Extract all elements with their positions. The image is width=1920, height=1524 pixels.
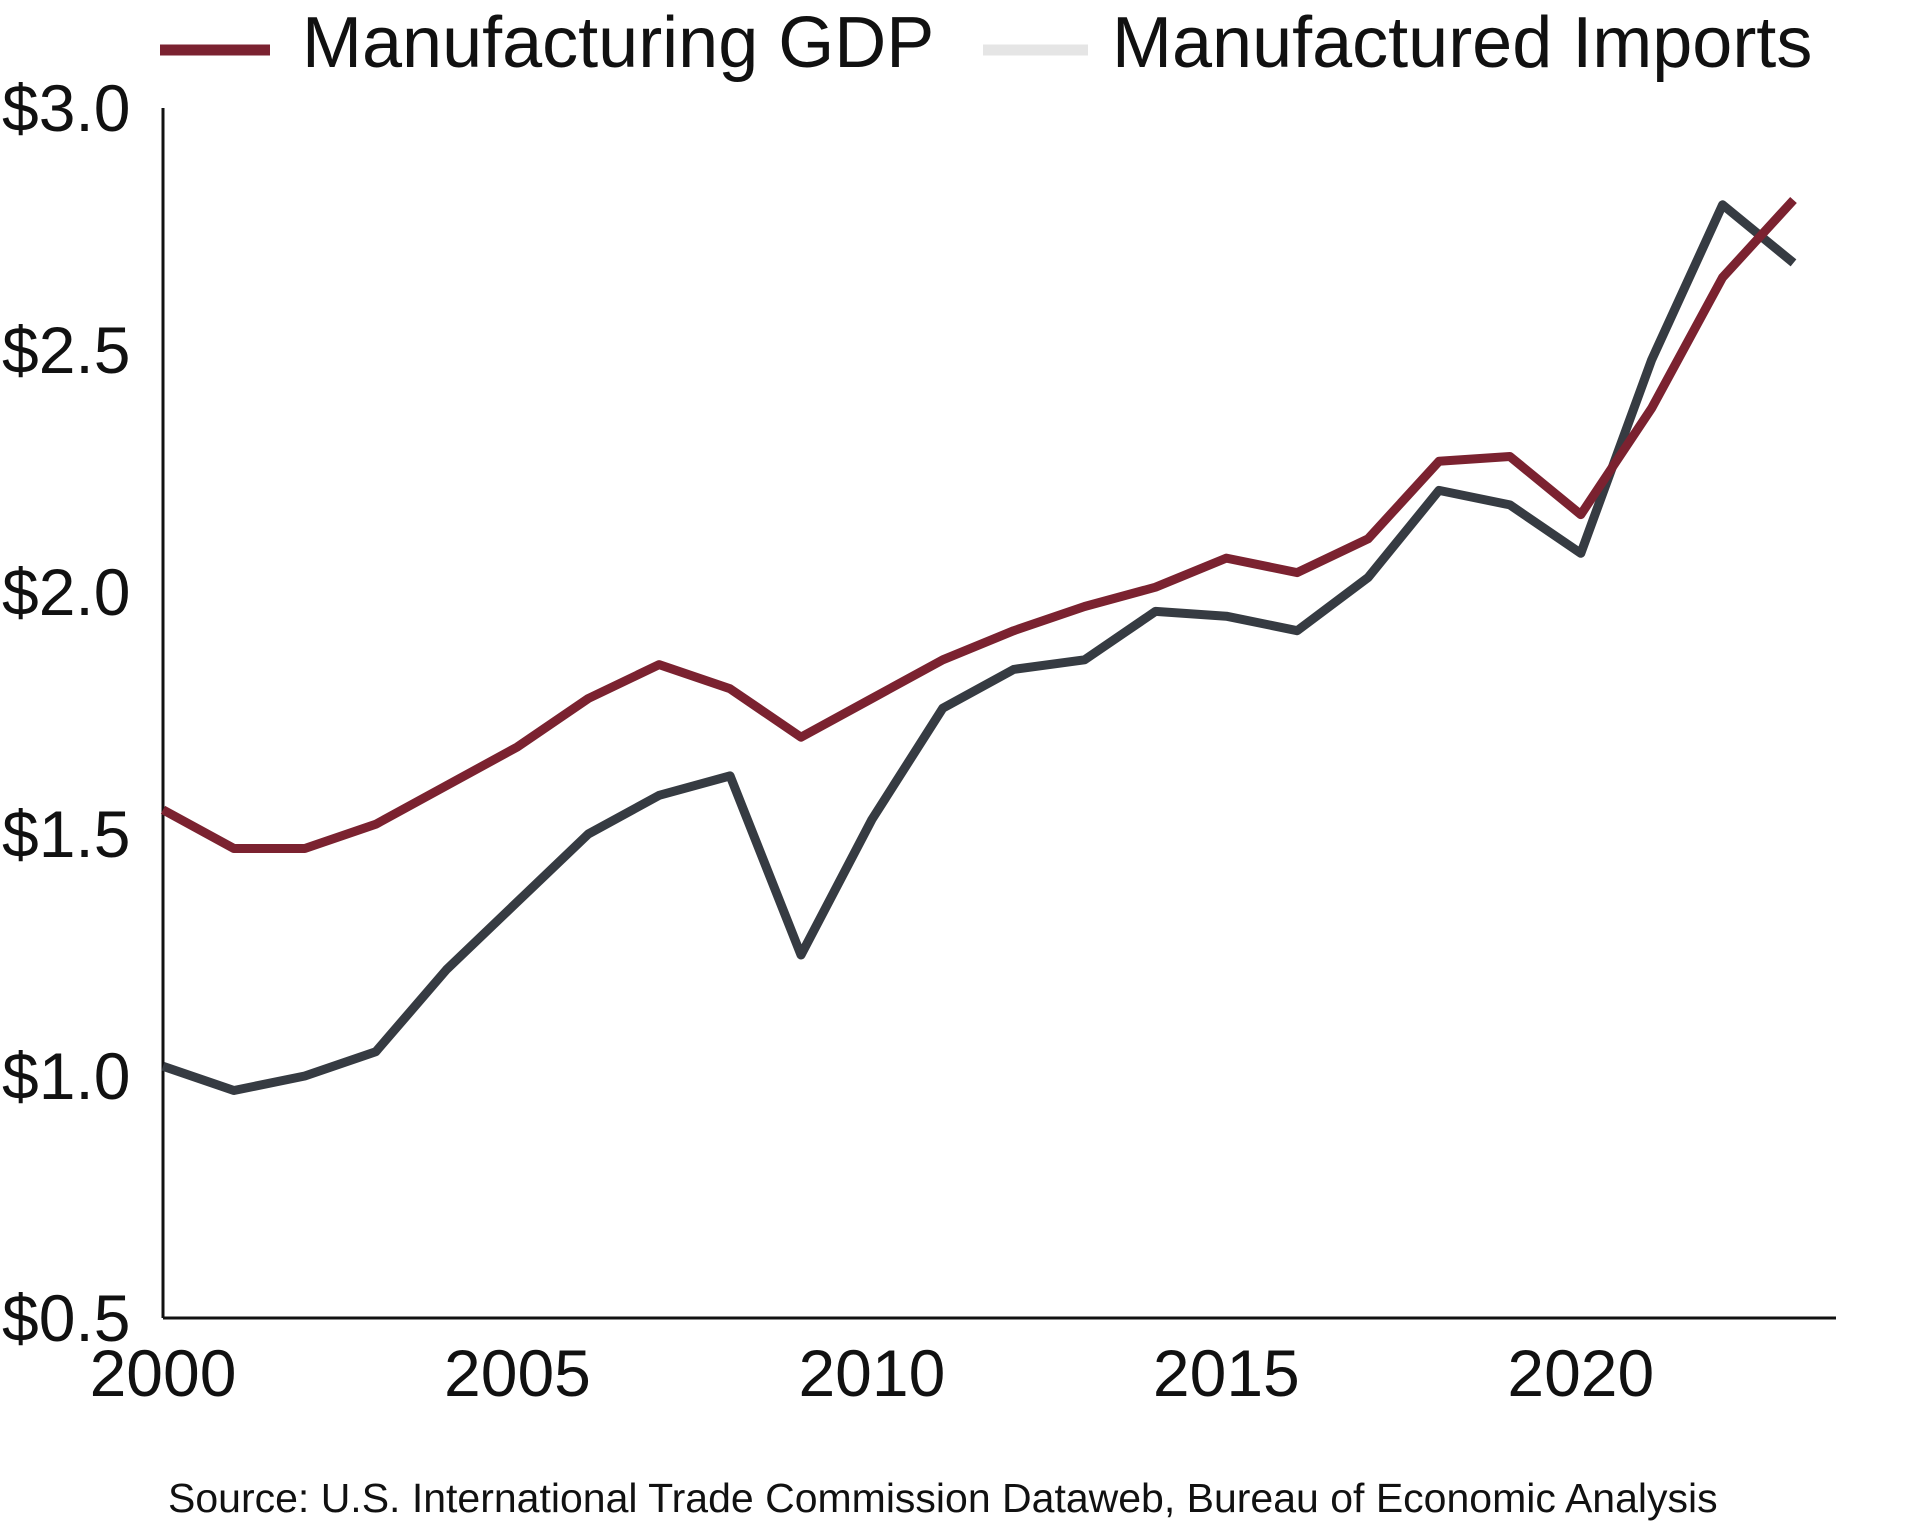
x-tick-label: 2000 xyxy=(90,1336,237,1410)
y-tick-label: $1.0 xyxy=(2,1039,130,1113)
y-tick-label: $3.0 xyxy=(2,71,130,145)
x-tick-label: 2020 xyxy=(1507,1336,1654,1410)
series-line-manufactured-imports xyxy=(161,200,1797,1095)
y-tick-label: $2.0 xyxy=(2,555,130,629)
y-tick-label: $0.5 xyxy=(2,1281,130,1355)
x-tick-label: 2005 xyxy=(444,1336,591,1410)
series-lines xyxy=(160,196,1797,1095)
x-tick-label: 2015 xyxy=(1153,1336,1300,1410)
series-line-manufacturing-gdp xyxy=(160,196,1797,853)
legend: Manufacturing GDP Manufactured Imports xyxy=(160,3,1812,83)
axes xyxy=(161,108,1836,1320)
legend-label-manufactured-imports: Manufactured Imports xyxy=(1112,3,1812,83)
y-tick-label: $2.5 xyxy=(2,313,130,387)
x-tick-label: 2010 xyxy=(798,1336,945,1410)
y-axis-ticks: $0.5 $1.0 $1.5 $2.0 $2.5 $3.0 xyxy=(2,71,130,1355)
x-axis-ticks: 2000 2005 2010 2015 2020 xyxy=(90,1336,1655,1410)
y-tick-label: $1.5 xyxy=(2,797,130,871)
source-note: Source: U.S. International Trade Commiss… xyxy=(168,1475,1718,1521)
legend-label-manufacturing-gdp: Manufacturing GDP xyxy=(302,3,934,83)
